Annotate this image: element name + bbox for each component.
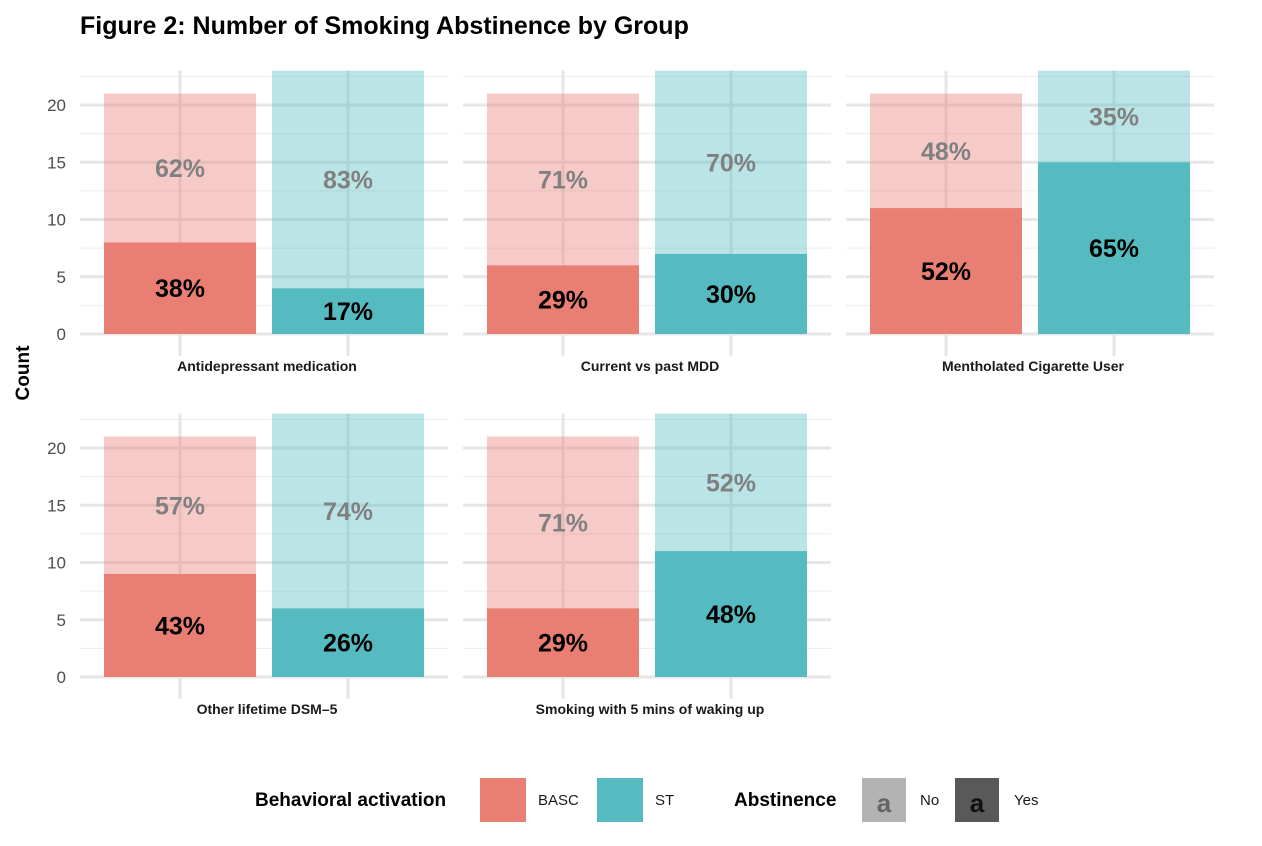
y-tick-label: 20	[47, 96, 66, 115]
facet-label: Smoking with 5 mins of waking up	[536, 701, 765, 717]
data-label-no: 62%	[155, 155, 205, 183]
legend-label-st: ST	[655, 792, 675, 809]
bar-antidepressant-medication-st-no	[272, 70, 424, 289]
bar-other-lifetime-dsm-5-st-no	[272, 413, 424, 609]
facet-label: Mentholated Cigarette User	[942, 358, 1125, 374]
y-tick-label: 0	[57, 325, 66, 344]
data-label-yes: 65%	[1089, 235, 1139, 263]
legend-fill-title: Behavioral activation	[255, 790, 447, 811]
data-label-yes: 30%	[706, 281, 756, 309]
bar-antidepressant-medication-st-yes	[272, 288, 424, 334]
bar-smoking-with-5-mins-of-waking-up-st-yes	[655, 551, 807, 677]
legend-key-basc	[480, 778, 526, 822]
data-label-no: 71%	[538, 166, 588, 194]
legend-label-no: No	[920, 792, 940, 809]
y-tick-label: 10	[47, 554, 66, 573]
faceted-bar-chart: 0 5 10 15 20 62% 38% 83% 17% Antidepressant medic…	[47, 70, 1214, 717]
data-label-yes: 29%	[538, 630, 588, 658]
data-label-yes: 26%	[323, 630, 373, 658]
legend-key-st	[597, 778, 643, 822]
facet-label: Other lifetime DSM–5	[197, 701, 338, 717]
y-tick-label: 0	[57, 668, 66, 687]
facet-label: Antidepressant medication	[177, 358, 357, 374]
data-label-yes: 38%	[155, 275, 205, 303]
legend-label-basc: BASC	[538, 792, 579, 809]
bar-current-vs-past-mdd-basc-no	[487, 93, 639, 266]
bar-other-lifetime-dsm-5-basc-yes	[104, 573, 256, 677]
data-label-yes: 48%	[706, 601, 756, 629]
bar-other-lifetime-dsm-5-st-yes	[272, 608, 424, 677]
facet-label: Current vs past MDD	[581, 358, 719, 374]
legend-alpha-title: Abstinence	[734, 790, 837, 811]
y-tick-label: 5	[57, 268, 66, 287]
data-label-no: 70%	[706, 149, 756, 177]
y-tick-label: 20	[47, 439, 66, 458]
bar-other-lifetime-dsm-5-basc-no	[104, 436, 256, 574]
data-label-no: 35%	[1089, 103, 1139, 131]
bar-mentholated-cigarette-user-basc-yes	[870, 208, 1022, 334]
legend-key-yes: a	[955, 778, 999, 822]
bar-antidepressant-medication-basc-yes	[104, 242, 256, 334]
data-label-no: 74%	[323, 498, 373, 526]
y-tick-label: 5	[57, 611, 66, 630]
bar-smoking-with-5-mins-of-waking-up-st-no	[655, 413, 807, 552]
chart-title: Figure 2: Number of Smoking Abstinence b…	[80, 12, 689, 40]
data-label-no: 57%	[155, 492, 205, 520]
bar-smoking-with-5-mins-of-waking-up-basc-yes	[487, 608, 639, 677]
bar-smoking-with-5-mins-of-waking-up-basc-no	[487, 436, 639, 609]
data-label-no: 48%	[921, 138, 971, 166]
bar-mentholated-cigarette-user-basc-no	[870, 93, 1022, 209]
data-label-no: 71%	[538, 509, 588, 537]
bar-mentholated-cigarette-user-st-no	[1038, 70, 1190, 163]
bar-mentholated-cigarette-user-st-yes	[1038, 162, 1190, 334]
data-label-yes: 17%	[323, 298, 373, 326]
y-tick-label: 15	[47, 153, 66, 172]
legend-label-yes: Yes	[1014, 792, 1039, 809]
data-label-no: 83%	[323, 166, 373, 194]
bar-current-vs-past-mdd-st-yes	[655, 253, 807, 334]
data-label-yes: 52%	[921, 258, 971, 286]
data-label-no: 52%	[706, 469, 756, 497]
data-label-yes: 43%	[155, 612, 205, 640]
y-tick-label: 10	[47, 211, 66, 230]
bar-antidepressant-medication-basc-no	[104, 93, 256, 243]
data-label-yes: 29%	[538, 287, 588, 315]
legend-key-no: a	[862, 778, 906, 822]
bar-current-vs-past-mdd-st-no	[655, 70, 807, 254]
legend: Behavioral activation BASC ST Abstinence…	[0, 778, 1262, 824]
bar-current-vs-past-mdd-basc-yes	[487, 265, 639, 334]
y-tick-label: 15	[47, 496, 66, 515]
